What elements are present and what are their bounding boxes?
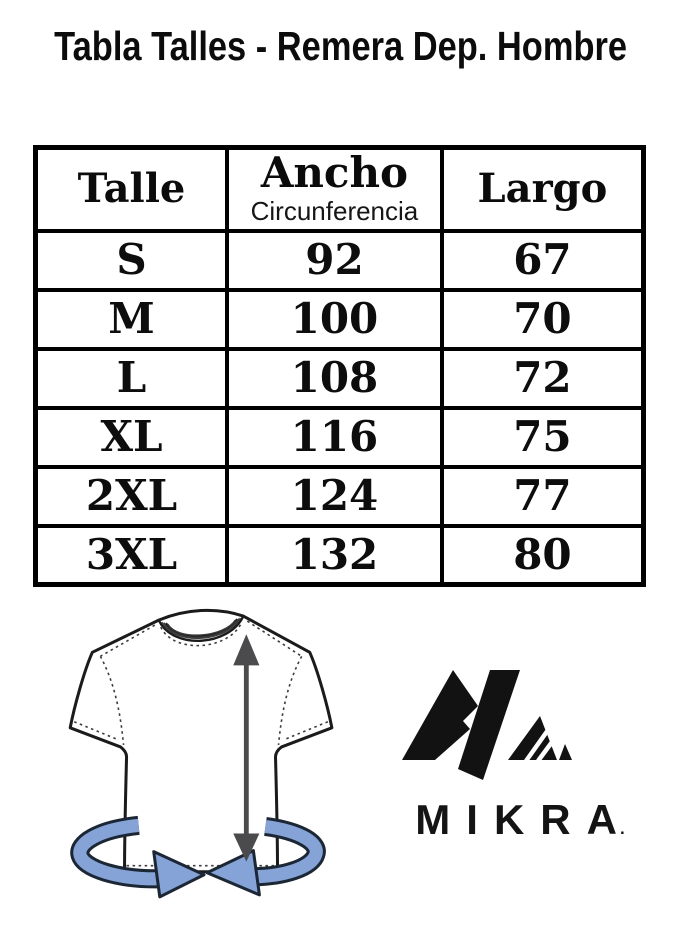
brand-wordmark-text: MIKRA [415,796,633,843]
cell-talle: 3XL [33,523,230,587]
col-header-talle: Talle [33,145,230,233]
table-row: M 100 70 [33,287,646,351]
col-header-largo-label: Largo [477,165,608,213]
cell-talle: M [33,287,230,351]
logo-stripe-gap [536,736,557,763]
cell-largo: 67 [439,228,646,292]
cell-ancho: 100 [225,287,444,351]
brand-wordmark: MIKRA. [368,799,660,841]
length-arrow-shaft [243,663,249,836]
table-row: XL 116 75 [33,405,646,469]
col-header-largo: Largo [439,145,646,233]
size-rows: S 92 67 M 100 70 L 108 72 XL 116 75 2XL [33,228,646,587]
length-arrowhead-up [233,634,260,666]
collar-stitch-line [160,622,243,647]
sleeve-hem-right [283,721,329,741]
col-header-ancho: Ancho Circunferencia [225,145,444,233]
shoulder-seam-right [246,620,303,658]
circumference-arrow-left-body [73,818,161,886]
cell-largo: 80 [439,523,646,587]
collar-rib-line [163,618,240,639]
cell-talle: XL [33,405,230,469]
tshirt-measurement-diagram [68,608,334,899]
header-row: Talle Ancho Circunferencia Largo [33,145,646,233]
circumference-arrow-right-body [251,819,323,884]
table-row: L 108 72 [33,346,646,410]
circumference-arrowhead-right-pointing [152,850,206,899]
cell-ancho: 92 [225,228,444,292]
shoulder-seam-left [99,624,156,658]
cell-talle: S [33,228,230,292]
brand-logo: MIKRA. [368,640,648,841]
collar-inner-edge [164,618,239,638]
logo-left-peak [402,670,478,760]
cell-talle: 2XL [33,464,230,528]
size-table: Talle Ancho Circunferencia Largo S 92 67… [33,145,646,587]
logo-stripe-gap [524,728,550,763]
cell-ancho: 124 [225,464,444,528]
circumference-arrow-left [70,815,206,899]
length-arrow [233,634,260,862]
table-row: 2XL 124 77 [33,464,646,528]
cell-ancho: 108 [225,346,444,410]
cell-largo: 70 [439,287,646,351]
sleeve-hem-left [73,721,119,741]
cell-ancho: 116 [225,405,444,469]
cell-largo: 75 [439,405,646,469]
page-title: Tabla Talles - Remera Dep. Hombre [54,23,628,69]
cell-largo: 72 [439,346,646,410]
logo-right-stroke [458,670,520,780]
cell-ancho: 132 [225,523,444,587]
mikra-mountain-logo-icon [402,670,572,780]
collar-outer-edge [157,615,245,642]
collar-rib-line [161,617,241,640]
table-row: S 92 67 [33,228,646,292]
col-header-ancho-label: Ancho [260,148,409,198]
length-arrowhead-down [233,833,260,862]
cell-largo: 77 [439,464,646,528]
cell-talle: L [33,346,230,410]
col-header-ancho-sublabel: Circunferencia [250,196,419,227]
brand-wordmark-dot: . [619,819,625,838]
table-row: 3XL 132 80 [33,523,646,587]
col-header-talle-label: Talle [77,165,186,213]
logo-small-triangle [559,744,572,760]
collar-rib-line [167,619,236,636]
